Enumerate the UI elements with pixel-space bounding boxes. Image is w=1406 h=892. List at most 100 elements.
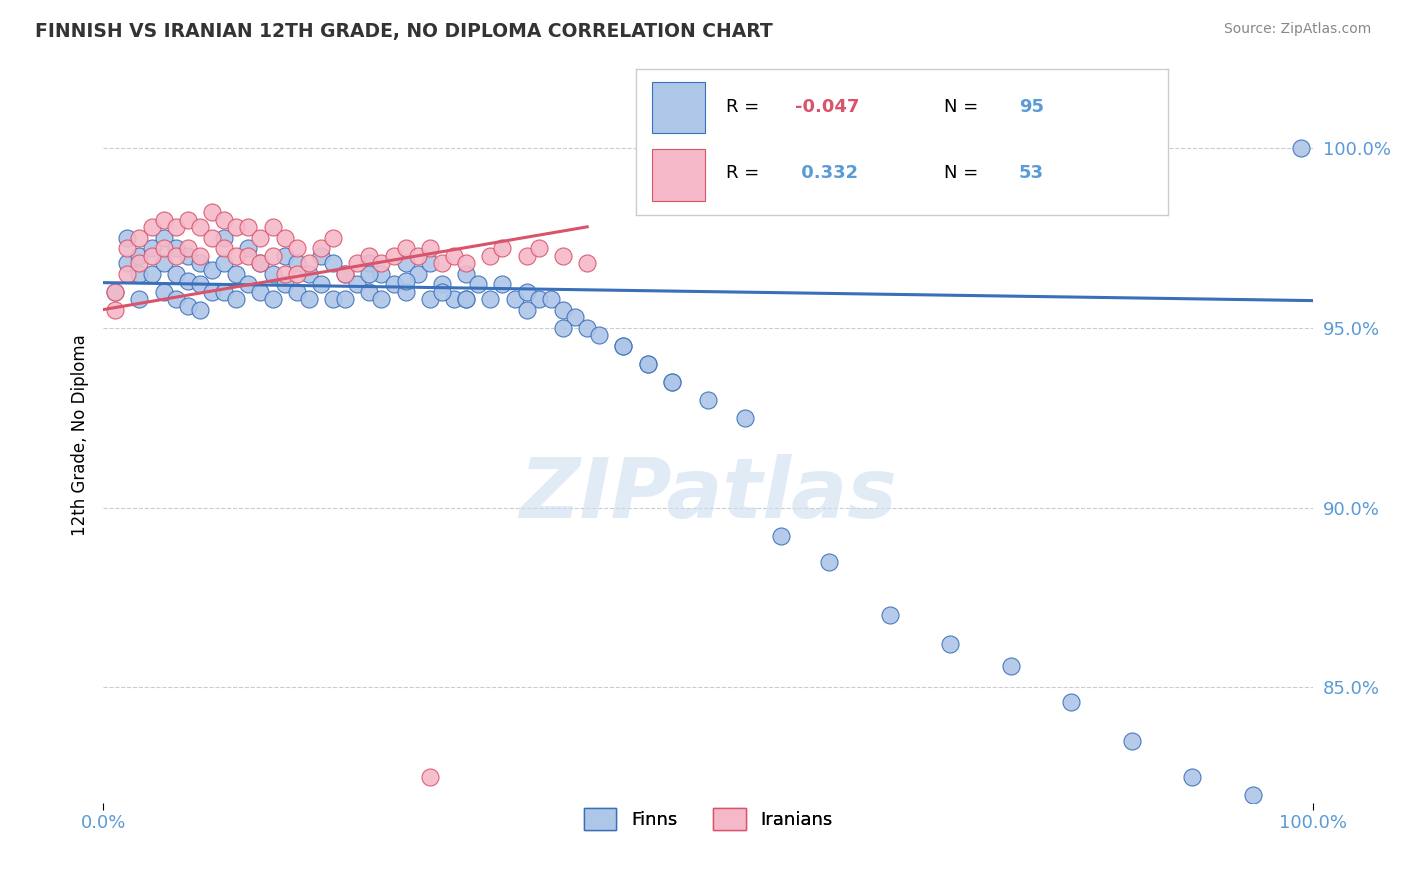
Point [104,285,127,299]
Point [249,285,271,299]
Point [419,256,441,270]
Point [285,267,308,281]
Point [285,242,308,256]
Point [225,249,247,263]
Point [419,771,441,785]
Point [551,302,574,317]
Point [333,267,356,281]
Point [456,292,478,306]
Point [212,285,235,299]
Point [370,292,392,306]
Point [540,292,562,306]
Point [117,267,139,281]
Point [456,256,478,270]
Point [128,292,150,306]
Point [165,267,187,281]
Point [516,285,538,299]
Point [359,285,381,299]
Point [430,277,453,292]
Point [262,249,284,263]
Point [165,249,187,263]
Point [298,256,321,270]
Point [165,292,187,306]
Point [322,292,344,306]
Point [152,230,174,244]
Point [322,230,344,244]
Point [298,267,321,281]
Point [576,320,599,334]
Point [612,338,634,352]
Point [527,292,550,306]
Point [1181,771,1204,785]
Point [141,267,163,281]
Point [201,230,224,244]
Point [188,219,211,234]
Point [141,242,163,256]
Point [152,242,174,256]
Point [467,277,489,292]
Point [152,285,174,299]
Point [128,230,150,244]
Point [309,249,332,263]
Point [491,242,513,256]
Point [456,292,478,306]
Point [1289,141,1312,155]
Point [152,212,174,227]
Point [128,267,150,281]
Point [249,230,271,244]
Point [527,242,550,256]
Point [212,242,235,256]
Point [346,256,368,270]
Point [612,338,634,352]
Point [117,256,139,270]
Point [165,219,187,234]
Point [576,256,599,270]
Point [479,292,502,306]
Text: Source: ZipAtlas.com: Source: ZipAtlas.com [1223,22,1371,37]
Point [382,277,405,292]
Point [382,249,405,263]
Point [939,637,962,651]
Point [769,529,792,543]
Point [273,230,295,244]
Point [117,230,139,244]
Point [177,274,200,288]
Point [419,292,441,306]
Point [551,249,574,263]
Point [333,267,356,281]
Point [879,608,901,623]
Point [104,302,127,317]
Point [225,267,247,281]
Point [479,249,502,263]
Point [818,554,841,568]
Point [177,242,200,256]
Legend: Finns, Iranians: Finns, Iranians [576,801,839,838]
Point [188,256,211,270]
Point [273,249,295,263]
Point [456,267,478,281]
Point [249,256,271,270]
Point [285,285,308,299]
Point [177,249,200,263]
Point [188,277,211,292]
Point [697,392,720,407]
Point [298,292,321,306]
Point [588,327,610,342]
Point [212,212,235,227]
Point [262,267,284,281]
Point [491,277,513,292]
Point [188,302,211,317]
Point [104,285,127,299]
Point [516,249,538,263]
Point [443,249,465,263]
Point [661,375,683,389]
Point [395,285,418,299]
Point [309,277,332,292]
Point [177,212,200,227]
Point [188,249,211,263]
Point [141,249,163,263]
Point [212,256,235,270]
Point [1000,658,1022,673]
Point [516,302,538,317]
Point [285,256,308,270]
